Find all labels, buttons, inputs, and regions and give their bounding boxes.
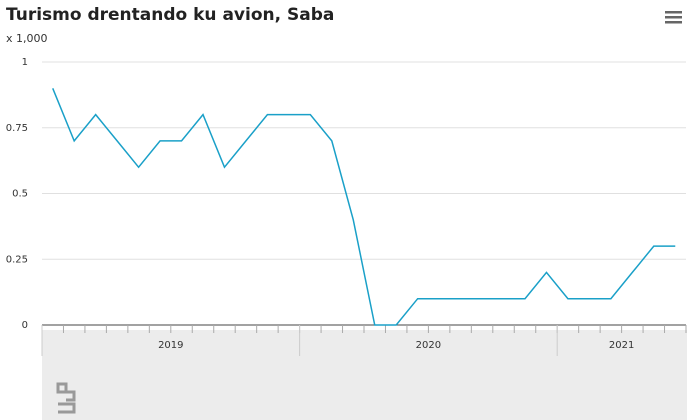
data-line <box>52 88 676 326</box>
y-tick-label: 1 <box>22 57 28 68</box>
y-tick-label: 0.75 <box>6 123 28 134</box>
menu-icon[interactable] <box>665 11 682 24</box>
y-tick-label: 0.25 <box>6 254 28 265</box>
footer-band <box>42 330 687 420</box>
x-group-label: 2020 <box>416 340 441 351</box>
y-tick-label: 0 <box>22 320 28 331</box>
menu-bar <box>665 21 682 24</box>
logo <box>56 382 76 414</box>
chart-title: Turismo drentando ku avion, Saba <box>6 5 334 25</box>
logo-shape <box>56 382 76 414</box>
menu-bar <box>665 11 682 14</box>
menu-bar <box>665 16 682 19</box>
y-unit: x 1,000 <box>6 32 48 45</box>
x-group-label: 2019 <box>158 340 183 351</box>
y-tick-label: 0.5 <box>12 189 28 200</box>
x-group-label: 2021 <box>609 340 634 351</box>
